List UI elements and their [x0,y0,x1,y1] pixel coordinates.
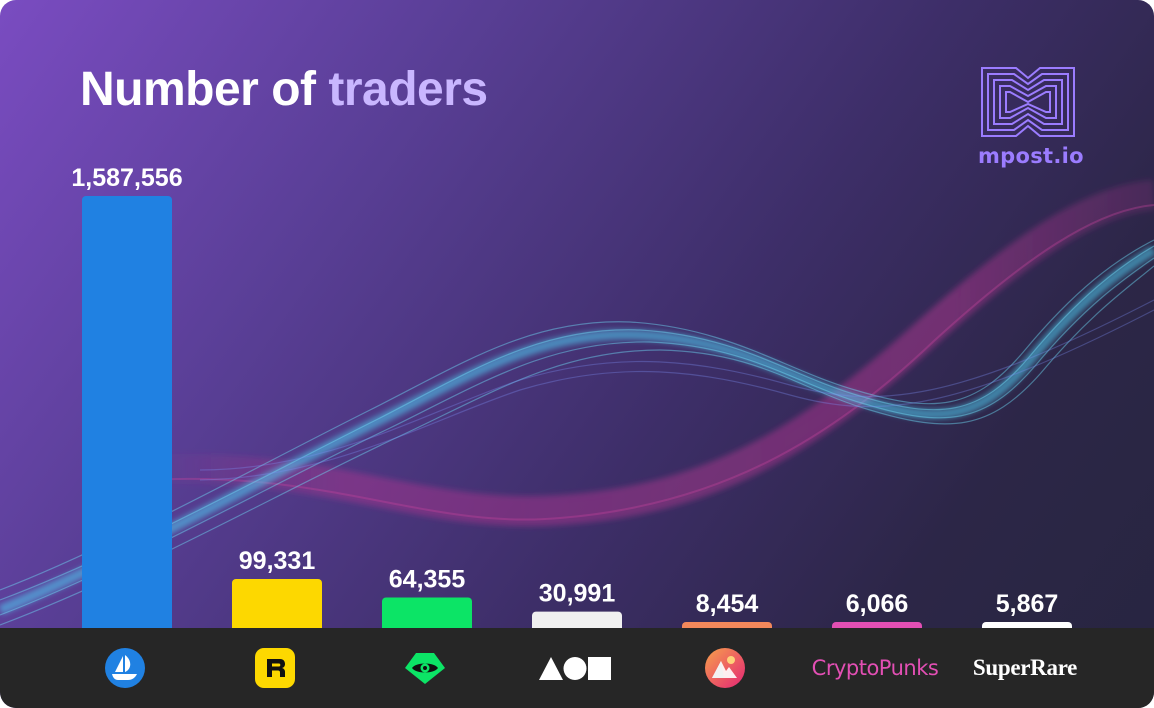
superrare-logo: SuperRare [950,628,1100,708]
magic-eden-logo-icon [650,628,800,708]
bar-opensea [82,196,172,634]
mpost-logo-icon [981,67,1075,137]
brand: mpost.io [978,66,1084,168]
value-label-magic-eden: 8,454 [696,590,759,618]
value-label-looksrare: 64,355 [389,565,466,593]
looksrare-logo-icon [350,628,500,708]
foundation-logo-icon [500,628,650,708]
opensea-logo-icon [50,628,200,708]
value-label-cryptopunks: 6,066 [846,590,909,618]
brand-name: mpost.io [978,144,1084,168]
chart-title: Number of traders [80,62,488,117]
value-label-foundation: 30,991 [539,580,616,608]
title-part-2: traders [328,63,488,116]
bar-rarible [232,578,322,634]
title-part-1: Number of [80,63,316,116]
cryptopunks-logo: CryptoPunks [800,628,950,708]
logo-bar: CryptoPunks SuperRare [0,628,1154,708]
rarible-logo-icon [200,628,350,708]
bar-looksrare [382,597,472,634]
cryptopunks-logo-text: CryptoPunks [811,656,939,680]
value-label-superrare: 5,867 [996,590,1059,618]
value-label-opensea: 1,587,556 [71,164,182,192]
superrare-logo-text: SuperRare [972,655,1078,680]
value-label-rarible: 99,331 [239,547,316,575]
